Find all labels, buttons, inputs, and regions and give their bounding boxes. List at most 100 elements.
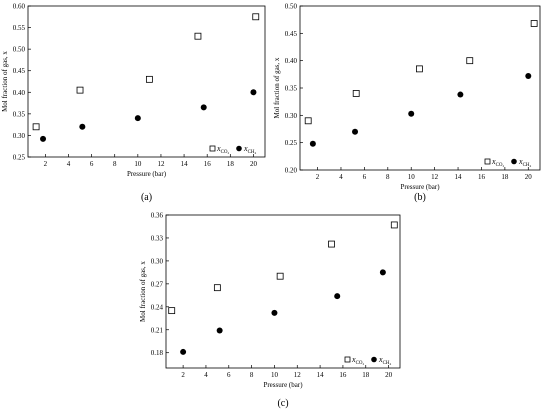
legend-label-ch4: xCH₄ — [378, 355, 392, 366]
x-axis-label: Pressure (bar) — [400, 183, 440, 191]
panel-label: (b) — [414, 192, 426, 203]
legend-sub-ch4: CH₄ — [383, 361, 392, 366]
x-tick-label: 14 — [455, 173, 463, 181]
chart-panel-1: 2 4 6 8 10 12 14 16 18 20 0.25 0.30 0.35 0.40 0.45 0.50… — [1, 3, 266, 203]
data-point-ch4 — [352, 128, 359, 135]
y-tick-label: 0.20 — [285, 167, 298, 175]
data-point-ch4 — [40, 135, 47, 142]
data-point-ch4 — [250, 89, 257, 96]
y-tick-label: 0.18 — [151, 349, 164, 357]
data-point-ch4 — [180, 348, 187, 355]
data-point-co2 — [328, 240, 335, 248]
y-tick-label: 0.27 — [151, 280, 164, 288]
legend-sub-ch4: CH₄ — [248, 150, 257, 155]
legend-marker-ch4 — [371, 356, 377, 363]
y-axis-label: Mol fraction of gas, x — [139, 261, 147, 322]
data-point-co2 — [76, 86, 84, 94]
plot-frame — [27, 5, 266, 158]
legend-label-ch4: xCH₄ — [518, 157, 532, 168]
data-point-ch4 — [79, 123, 86, 130]
y-tick-label: 0.25 — [285, 139, 298, 147]
y-tick-label: 0.35 — [13, 110, 26, 118]
data-point-ch4 — [216, 327, 223, 334]
legend-label-co2: xCO₂ — [216, 144, 230, 155]
plot-frame — [165, 214, 401, 369]
x-tick-label: 6 — [90, 160, 94, 168]
data-point-ch4 — [271, 309, 278, 316]
x-axis-label: Pressure (bar) — [263, 381, 303, 389]
legend-marker-ch4 — [236, 145, 242, 152]
y-tick-label: 0.45 — [13, 67, 26, 75]
legend-marker-ch4 — [511, 158, 517, 165]
x-tick-label: 8 — [250, 371, 254, 379]
y-tick-label: 0.30 — [13, 132, 26, 140]
y-tick-label: 0.40 — [285, 57, 298, 65]
x-tick-label: 6 — [227, 371, 231, 379]
y-tick-label: 0.30 — [285, 112, 298, 120]
data-point-ch4 — [134, 115, 141, 122]
x-tick-label: 16 — [204, 160, 212, 168]
y-tick-label: 0.36 — [151, 212, 164, 220]
data-point-co2 — [168, 307, 176, 315]
plot-frame — [299, 5, 541, 171]
data-point-ch4 — [457, 91, 464, 98]
x-tick-label: 14 — [181, 160, 189, 168]
legend-marker-co2 — [209, 145, 216, 152]
y-tick-label: 0.40 — [13, 89, 26, 97]
y-tick-label: 0.55 — [13, 24, 26, 32]
x-tick-label: 2 — [44, 160, 48, 168]
data-point-co2 — [194, 32, 202, 40]
data-point-co2 — [145, 75, 153, 83]
data-point-co2 — [466, 57, 474, 65]
x-tick-label: 4 — [67, 160, 71, 168]
x-tick-label: 16 — [478, 173, 486, 181]
x-tick-label: 10 — [271, 371, 279, 379]
x-tick-label: 12 — [294, 371, 302, 379]
legend-sub-co2: CO₂ — [221, 150, 230, 155]
y-tick-label: 0.45 — [285, 30, 298, 38]
data-point-ch4 — [379, 269, 386, 276]
y-tick-label: 0.60 — [13, 3, 26, 11]
data-point-ch4 — [309, 140, 316, 147]
legend-sub-co2: CO₂ — [356, 361, 365, 366]
y-tick-label: 0.33 — [151, 234, 164, 242]
y-axis-label: Mol fraction of gas, x — [1, 51, 9, 112]
y-tick-label: 0.21 — [151, 326, 164, 334]
data-point-ch4 — [334, 293, 341, 300]
chart-panel-3: 2 4 6 8 10 12 14 16 18 20 0.18 0.21 0.24 0.27 0.30 0.33… — [139, 212, 401, 409]
data-point-co2 — [530, 20, 538, 27]
x-tick-label: 2 — [181, 371, 185, 379]
x-tick-label: 18 — [501, 173, 509, 181]
y-tick-label: 0.50 — [13, 46, 26, 54]
data-point-co2 — [390, 221, 398, 229]
y-axis-label: Mol fraction of gas, x — [273, 57, 281, 118]
x-tick-label: 18 — [227, 160, 235, 168]
chart-panel-2: 2 4 6 8 10 12 14 16 18 20 0.20 0.25 0.30 0.35 0.40 0.45… — [273, 3, 541, 203]
y-tick-label: 0.35 — [285, 85, 298, 93]
data-point-ch4 — [525, 72, 532, 79]
data-point-ch4 — [200, 104, 207, 111]
data-point-ch4 — [408, 110, 415, 117]
data-point-co2 — [352, 90, 360, 97]
panel-label: (a) — [141, 192, 152, 203]
legend-label-co2: xCO₂ — [351, 355, 365, 366]
x-tick-label: 16 — [339, 371, 347, 379]
data-point-co2 — [213, 284, 221, 292]
legend-sub-co2: CO₂ — [496, 163, 505, 168]
x-tick-label: 10 — [134, 160, 142, 168]
data-point-co2 — [304, 117, 312, 125]
x-axis-label: Pressure (bar) — [127, 170, 167, 178]
x-tick-label: 20 — [250, 160, 258, 168]
legend-sub-ch4: CH₄ — [523, 163, 532, 168]
x-tick-label: 18 — [362, 371, 370, 379]
x-tick-label: 8 — [386, 173, 390, 181]
data-point-co2 — [252, 13, 260, 21]
data-point-co2 — [416, 65, 423, 73]
legend-label-co2: xCO₂ — [491, 157, 505, 168]
x-tick-label: 20 — [525, 173, 533, 181]
x-tick-label: 6 — [363, 173, 367, 181]
x-tick-label: 14 — [317, 371, 325, 379]
x-tick-label: 10 — [408, 173, 416, 181]
legend-label-ch4: xCH₄ — [243, 144, 257, 155]
